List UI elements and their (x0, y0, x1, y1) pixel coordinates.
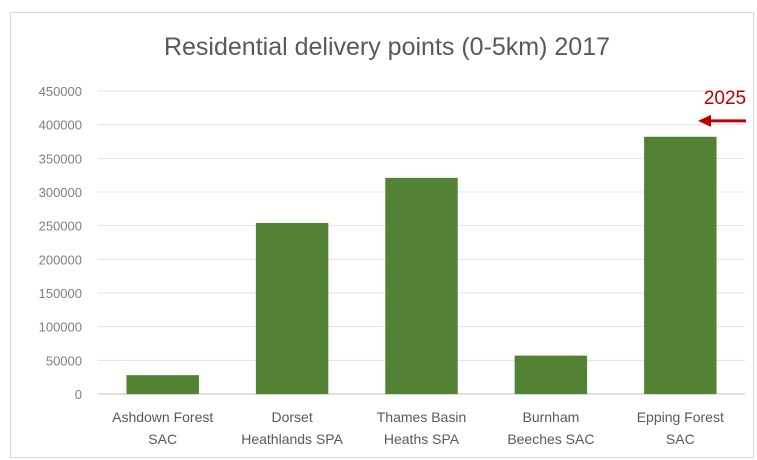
y-tick-label: 250000 (39, 219, 82, 234)
x-category-label: Burnham Beeches SAC (507, 409, 594, 447)
y-tick-label: 450000 (39, 84, 82, 99)
x-category-label-line: Beeches SAC (507, 431, 594, 447)
gridlines (98, 90, 745, 395)
bar (514, 355, 588, 394)
y-tick-label: 400000 (39, 118, 82, 133)
annotation: 2025 (698, 88, 746, 127)
x-category-label: Ashdown Forest SAC (112, 409, 213, 447)
left-arrow-icon (698, 114, 711, 127)
x-category-label-line: SAC (148, 431, 177, 447)
bar (644, 136, 717, 394)
chart-title: Residential delivery points (0-5km) 2017 (164, 33, 610, 61)
x-category-label-line: Heaths SPA (384, 431, 460, 447)
y-tick-label: 150000 (39, 286, 82, 301)
annotation-label: 2025 (704, 88, 746, 109)
x-category-label-line: Epping Forest (637, 409, 724, 425)
x-category-label-line: Thames Basin (377, 409, 466, 425)
y-tick-label: 300000 (39, 185, 82, 200)
bar (255, 222, 329, 394)
bar (126, 375, 199, 394)
y-tick-label: 100000 (39, 320, 82, 335)
y-tick-label: 50000 (46, 353, 82, 368)
y-axis-tick-labels: 0 50000 100000 150000 200000 250000 300000 3500… (39, 84, 82, 402)
x-category-label: Epping Forest SAC (637, 409, 724, 447)
x-category-label: Dorset Heathlands SPA (241, 409, 343, 447)
y-tick-label: 350000 (39, 151, 82, 166)
x-category-label: Thames Basin Heaths SPA (377, 409, 466, 447)
y-tick-label: 0 (75, 387, 82, 402)
y-tick-label: 200000 (39, 252, 82, 267)
x-category-label-line: Burnham (522, 409, 579, 425)
bar (385, 177, 458, 394)
x-category-label-line: Heathlands SPA (241, 431, 343, 447)
x-category-label-line: Ashdown Forest (112, 409, 213, 425)
bars (126, 136, 717, 394)
x-category-label-line: SAC (666, 431, 695, 447)
x-axis-category-labels: Ashdown Forest SAC Dorset Heathlands SPA Tha… (112, 409, 724, 447)
x-category-label-line: Dorset (271, 409, 312, 425)
